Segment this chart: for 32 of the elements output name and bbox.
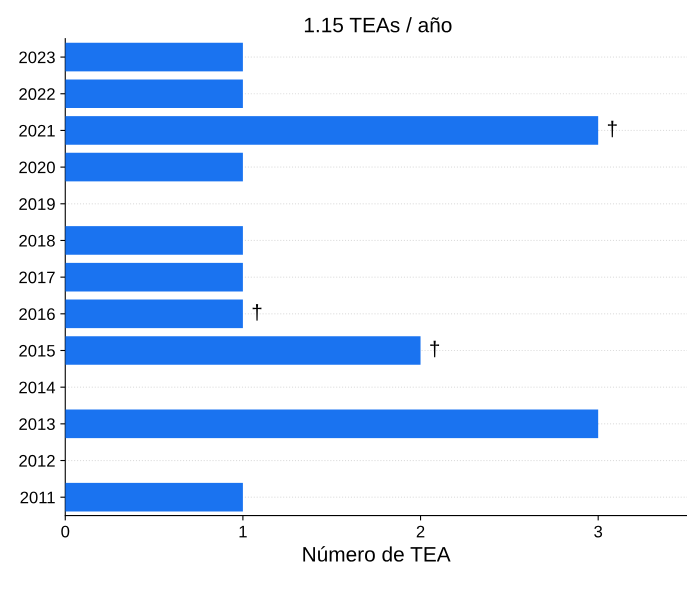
y-tick-label: 2020 — [19, 162, 55, 174]
y-tick-label: 2011 — [20, 492, 55, 504]
y-tick-label: 2015 — [19, 344, 55, 357]
y-tick-label: 2021 — [19, 124, 55, 137]
bar — [65, 79, 243, 108]
bar — [65, 116, 598, 145]
x-tick-label: 1 — [240, 526, 247, 538]
bar — [65, 262, 243, 292]
y-tick-label: 2019 — [19, 198, 55, 210]
y-tick-label: 2016 — [19, 308, 55, 320]
bar — [65, 42, 243, 72]
annotation: † — [430, 340, 440, 358]
bar — [65, 410, 598, 438]
bar — [65, 300, 243, 328]
bar — [65, 336, 421, 365]
y-tick-label: 2022 — [19, 88, 55, 100]
y-tick-label: 2013 — [19, 418, 55, 430]
bar — [65, 226, 243, 255]
bar — [65, 482, 243, 512]
y-tick-label: 2012 — [19, 454, 55, 467]
y-tick-label: 2014 — [19, 382, 56, 394]
y-tick-label: 2018 — [19, 234, 55, 247]
x-tick-label: 3 — [594, 526, 602, 538]
bar — [65, 152, 243, 182]
y-tick-label: 2017 — [19, 272, 55, 284]
y-tick-label: 2023 — [19, 51, 55, 64]
x-tick-label: 0 — [61, 526, 70, 538]
x-axis-title: Número de TEA — [303, 546, 451, 562]
annotation: † — [252, 304, 262, 321]
chart-title: 1.15 TEAs / año — [304, 17, 452, 32]
annotation: † — [608, 120, 617, 138]
x-tick-label: 2 — [416, 526, 424, 538]
